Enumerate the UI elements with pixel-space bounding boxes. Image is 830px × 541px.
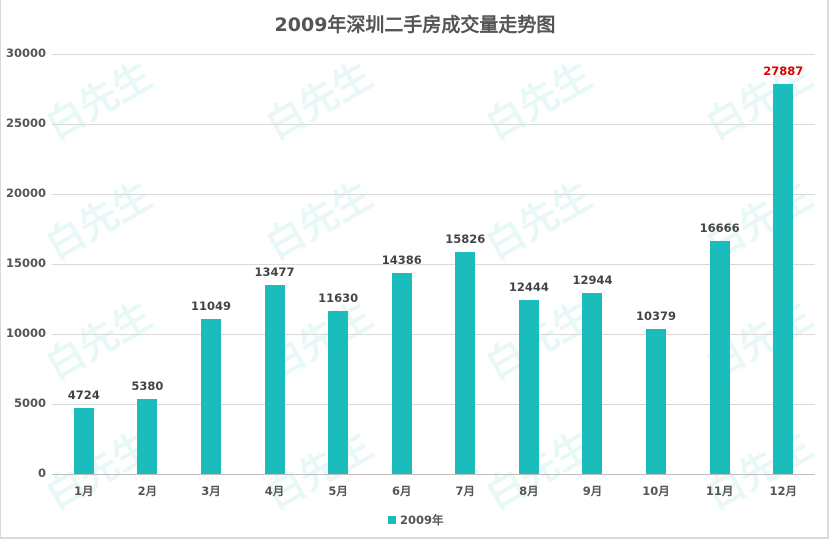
- x-tick-label: 8月: [519, 484, 539, 498]
- bar: [709, 240, 730, 474]
- bar: [200, 319, 221, 474]
- y-tick-label: 30000: [5, 46, 46, 60]
- y-tick-label: 10000: [5, 326, 46, 340]
- legend-label: 2009年: [400, 513, 444, 527]
- legend-swatch: [388, 516, 396, 524]
- value-label: 11630: [318, 291, 359, 306]
- bar: [773, 83, 794, 474]
- value-label: 10379: [636, 308, 677, 323]
- x-tick-label: 1月: [74, 484, 94, 498]
- x-tick-label: 3月: [201, 484, 221, 498]
- gridline: [52, 334, 815, 335]
- bar: [391, 272, 412, 474]
- gridline: [52, 404, 815, 405]
- x-tick-label: 4月: [264, 484, 285, 498]
- bar: [137, 398, 158, 474]
- x-tick-label: 7月: [455, 484, 476, 498]
- value-label: 12944: [572, 272, 613, 287]
- y-tick-label: 15000: [5, 256, 46, 270]
- y-tick-label: 0: [37, 466, 46, 480]
- x-axis-line: [52, 474, 815, 475]
- value-label: 16666: [699, 220, 740, 235]
- value-label: 11049: [190, 299, 231, 314]
- y-tick-label: 5000: [13, 396, 46, 410]
- value-label: 15826: [445, 232, 486, 247]
- bar: [455, 252, 476, 474]
- value-label: 5380: [131, 378, 164, 393]
- gridline: [52, 264, 815, 265]
- x-tick-label: 2月: [137, 484, 158, 498]
- x-tick-label: 10月: [642, 484, 670, 498]
- value-label: 4724: [67, 387, 100, 402]
- bar: [518, 299, 539, 474]
- chart-title: 2009年深圳二手房成交量走势图: [274, 14, 556, 36]
- x-tick-label: 6月: [391, 484, 412, 498]
- bar: [73, 407, 94, 474]
- gridline: [52, 54, 815, 55]
- bar: [582, 292, 603, 474]
- bar: [264, 285, 285, 474]
- y-tick-label: 20000: [5, 186, 46, 200]
- value-label: 14386: [381, 252, 422, 267]
- bar: [646, 328, 667, 474]
- y-tick-label: 25000: [5, 116, 46, 130]
- x-tick-label: 11月: [705, 484, 734, 498]
- gridline: [52, 124, 815, 125]
- x-tick-label: 5月: [328, 484, 348, 498]
- bar: [328, 311, 349, 474]
- value-label: 12444: [508, 279, 549, 294]
- x-tick-label: 12月: [769, 484, 797, 498]
- x-tick-label: 9月: [582, 484, 603, 498]
- value-label: 27887: [763, 63, 804, 78]
- value-label: 13477: [254, 265, 295, 280]
- legend: 2009年: [388, 512, 444, 528]
- gridline: [52, 194, 815, 195]
